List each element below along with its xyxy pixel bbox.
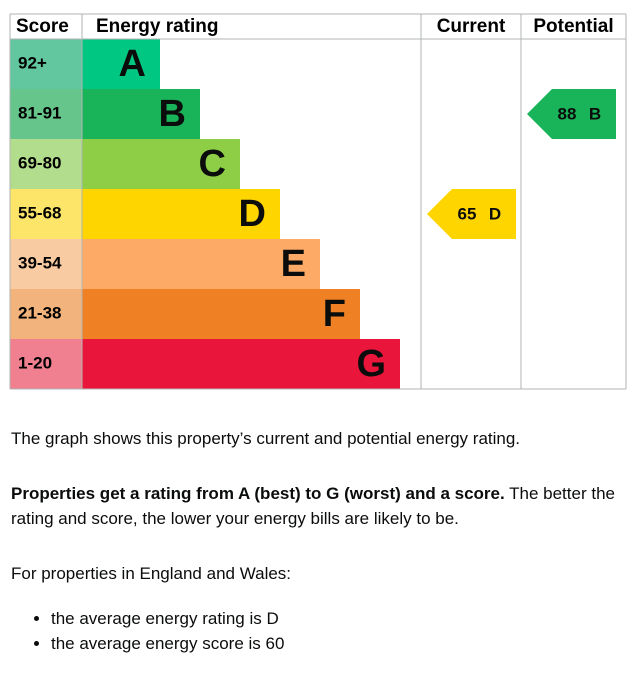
rating-letter: F: [323, 293, 346, 335]
text: The better the rating and score, the low…: [11, 484, 615, 528]
paragraph: Properties get a rating from A (best) to…: [11, 481, 626, 531]
rating-letter: A: [119, 43, 146, 85]
list-item: the average energy score is 60: [51, 631, 626, 656]
rating-bar: [82, 39, 160, 89]
rating-bar: [82, 139, 240, 189]
rating-letter: B: [159, 93, 186, 135]
score-cell: [10, 89, 82, 139]
rating-bar: [82, 289, 360, 339]
rating-bar: [82, 239, 320, 289]
score-label: 69-80: [18, 153, 61, 172]
paragraph: For properties in England and Wales:: [11, 564, 292, 583]
rating-bar: [82, 189, 280, 239]
score-label: 81-91: [18, 103, 61, 122]
list: the average energy rating is D the avera…: [11, 606, 626, 656]
potential-arrow: [527, 89, 616, 139]
score-label: 1-20: [18, 353, 52, 372]
rating-letter: E: [281, 243, 306, 285]
list-item: the average energy rating is D: [51, 606, 626, 631]
column-header: Potential: [533, 16, 613, 37]
current-arrow: [427, 189, 516, 239]
rating-letter: C: [199, 143, 226, 185]
score-cell: [10, 239, 82, 289]
current-score: 65: [458, 204, 477, 223]
energy-graph: Score Energy rating Current Potential 92+ A 81…: [9, 13, 627, 390]
score-label: 21-38: [18, 303, 61, 322]
column-header: Current: [437, 16, 506, 37]
paragraph: The graph shows this property’s current …: [11, 429, 521, 448]
potential-score: 88: [558, 104, 577, 123]
column-header: Energy rating: [96, 16, 218, 37]
score-cell: [10, 139, 82, 189]
score-cell: [10, 39, 82, 89]
current-letter: D: [489, 204, 501, 223]
rating-letter: D: [239, 193, 266, 235]
bold-text: Properties get a rating from A (best) to…: [11, 484, 505, 503]
potential-letter: B: [589, 104, 601, 123]
rating-bar: [82, 339, 400, 389]
rating-letter: G: [356, 343, 386, 385]
score-label: 39-54: [18, 253, 62, 272]
score-cell: [10, 289, 82, 339]
score-label: 92+: [18, 53, 47, 72]
score-cell: [10, 189, 82, 239]
score-cell: [10, 339, 82, 389]
score-label: 55-68: [18, 203, 61, 222]
rating-bar: [82, 89, 200, 139]
column-header: Score: [16, 16, 69, 37]
